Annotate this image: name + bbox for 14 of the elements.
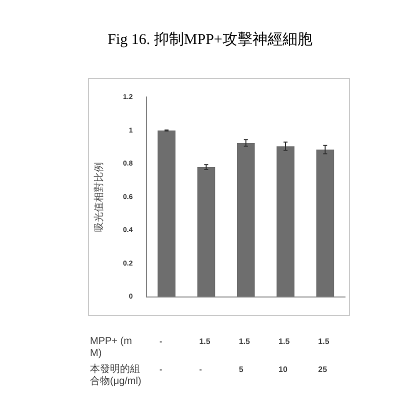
text: 10 (278, 364, 288, 375)
text: MPP+ (mM) (90, 336, 133, 360)
text: 5 (238, 364, 244, 375)
text: 25 (318, 364, 328, 375)
text: 1.5 (199, 336, 210, 347)
text: 1.5 (278, 336, 290, 347)
text: - (160, 336, 162, 347)
text: 1.5 (238, 336, 250, 347)
y-axis-title: 吸光值相對比例 (92, 162, 105, 232)
text: 1.5 (318, 336, 330, 347)
text: - (160, 364, 162, 375)
text: 本發明的組合物(μg/ml) (90, 364, 142, 388)
chart-title: Fig 16. 抑制MPP+攻擊神經細胞 (106, 30, 314, 49)
text: - (199, 364, 202, 375)
